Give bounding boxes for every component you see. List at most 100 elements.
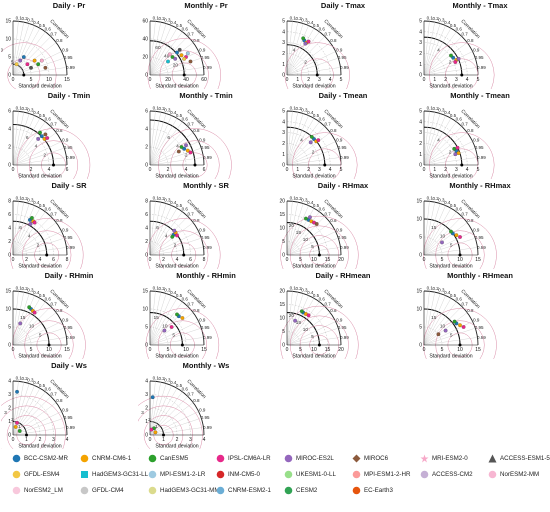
corr-tick-label: 0.6 [182,297,189,302]
corr-ray [12,293,30,346]
outer-arc [423,20,479,76]
rmsd-label: 2 [174,242,177,248]
corr-ray [286,202,298,256]
corr-ray [286,301,320,346]
model-point [309,135,314,139]
corr-ray [423,301,457,346]
x-tick-label: 3 [318,77,321,83]
corr-ray [12,22,24,76]
corr-tick-label: 0.99 [477,245,486,250]
model-point [184,143,188,148]
y-tick-label: 1 [282,152,285,158]
corr-tick-label: 0.1 [290,195,297,200]
rmsd-label: 40 [164,54,170,60]
corr-tick-label: 0.4 [307,200,314,205]
legend-marker-icon [216,454,225,463]
model-point [18,58,23,63]
corr-tick-label: 0.9 [336,138,343,143]
model-point [458,323,462,328]
x-tick-label: 4 [329,167,332,173]
model-point [25,62,30,67]
model-point [15,389,19,394]
rmsd-label: 10 [29,324,35,330]
corr-tick-label: 0.95 [201,325,210,330]
x-tick-label: 4 [203,437,206,443]
x-tick-label: 10 [311,347,317,353]
corr-ray [149,202,161,256]
x-tick-label: 5 [441,257,444,263]
corr-ray [149,42,194,76]
model-point [458,235,462,239]
legend-label: MIROC-ES2L [296,455,334,462]
rmsd-label: 4 [300,138,303,144]
y-tick-label: 10 [279,226,285,232]
rmsd-label: 10 [303,327,309,333]
corr-tick-label: 0.5 [176,113,183,118]
panel-title: Daily - Tmin [47,91,91,100]
x-tick-label: 6 [189,257,192,263]
outer-arc [12,290,68,346]
model-point [314,222,319,226]
corr-ray [286,337,341,346]
y-tick-label: 3 [8,392,11,398]
corr-tick-label: 0.4 [170,380,177,385]
y-tick-label: 3 [419,40,422,46]
legend-item: CNRM-CM6-1 [80,454,131,463]
corr-tick-label: 0.4 [33,200,40,205]
corr-tick-label: 0.7 [461,212,468,217]
corr-tick-label: 0.8 [56,308,63,313]
rmsd-label: 1 [155,424,158,430]
x-tick-label: 0 [149,167,152,173]
corr-tick-label: 0.6 [182,387,189,392]
corr-tick-label: 0.7 [324,302,331,307]
panel-title: Monthly - SR [183,181,229,190]
corr-tick-label: 0.5 [176,293,183,298]
corr-tick-label: 0.8 [330,38,337,43]
corr-ray [423,25,446,76]
y-tick-label: 4 [145,127,148,133]
x-tick-label: 15 [325,257,331,263]
x-tick-label: 10 [46,347,52,353]
y-tick-label: 4 [419,29,422,35]
rmsd-label: 2 [43,152,46,158]
x-tick-label: 5 [477,167,480,173]
corr-tick-label: 0.7 [50,212,57,217]
rmsd-label: 6 [167,135,170,141]
x-tick-label: 8 [203,257,206,263]
corr-ray [286,292,298,346]
y-tick-label: 10 [279,316,285,322]
corr-tick-label: 0.95 [201,55,210,60]
y-tick-label: 1 [8,419,11,425]
x-tick-label: 0 [12,167,15,173]
corr-tick-label: 0.2 [432,286,439,291]
taylor-panel: Daily - RHmin 0.1 0.2 0.3 0.4 0.5 0.6 0.7 0.8 0.9… [1,271,137,359]
corr-tick-label: 0.7 [187,392,194,397]
corr-ray [12,202,24,256]
model-point [13,425,18,429]
panel-title: Monthly - RHmin [176,271,236,280]
corr-tick-label: 0.2 [158,376,165,381]
corr-tick-label: 0.9 [473,138,480,143]
corr-ray [423,327,476,346]
corr-tick-label: 0.1 [16,285,23,290]
x-tick-label: 0 [12,347,15,353]
corr-ray [286,201,293,256]
model-point [316,138,321,143]
corr-ray [149,247,204,256]
taylor-panel: Daily - Pr 0.1 0.2 0.3 0.4 0.5 0.6 0.7 0.8 0.9 0.9… [1,1,137,89]
observation-point [182,73,186,77]
rmsd-label: 10 [440,324,446,330]
y-tick-label: 5 [419,325,422,331]
corr-tick-label: 0.2 [158,106,165,111]
corr-ray [12,21,19,76]
corr-tick-label: 0.9 [473,228,480,233]
rmsd-label: 4 [437,48,440,54]
x-tick-label: 4 [176,257,179,263]
taylor-panel: Monthly - Ws 0.1 0.2 0.3 0.4 0.5 0.6 0.7 0.8 0.9 0… [138,361,274,449]
corr-ray [286,23,304,76]
taylor-diagram: 0.1 0.2 0.3 0.40.50.60.70.80.90.950.99Corre… [282,105,358,179]
y-tick-label: 0 [8,163,11,169]
rmsd-label: 15 [153,315,159,321]
corr-tick-label: 0.4 [33,110,40,115]
x-axis-label: Standard deviation [429,264,472,270]
